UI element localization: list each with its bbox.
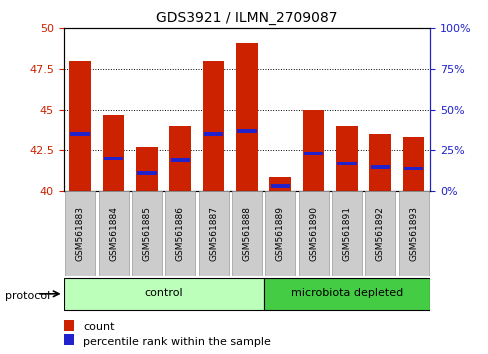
- Bar: [203, 132, 223, 136]
- FancyBboxPatch shape: [63, 278, 263, 310]
- Bar: [70, 132, 90, 136]
- Bar: [236, 43, 257, 191]
- Bar: [170, 159, 190, 162]
- Bar: [303, 152, 323, 155]
- Text: GSM561885: GSM561885: [142, 206, 151, 261]
- Bar: [136, 147, 158, 191]
- Bar: [103, 157, 123, 160]
- FancyBboxPatch shape: [99, 191, 128, 276]
- FancyBboxPatch shape: [165, 191, 195, 276]
- Bar: [335, 126, 357, 191]
- Bar: [69, 61, 91, 191]
- Bar: [403, 167, 423, 170]
- FancyBboxPatch shape: [298, 191, 328, 276]
- Text: percentile rank within the sample: percentile rank within the sample: [83, 337, 270, 347]
- FancyBboxPatch shape: [132, 191, 162, 276]
- Text: GSM561883: GSM561883: [76, 206, 84, 261]
- Bar: [270, 184, 289, 188]
- Text: count: count: [83, 322, 114, 332]
- Bar: [137, 171, 156, 175]
- FancyBboxPatch shape: [231, 191, 262, 276]
- Bar: [102, 115, 124, 191]
- Text: GSM561890: GSM561890: [308, 206, 318, 261]
- Text: GSM561891: GSM561891: [342, 206, 351, 261]
- Bar: [302, 110, 324, 191]
- FancyBboxPatch shape: [65, 191, 95, 276]
- Text: GSM561886: GSM561886: [175, 206, 184, 261]
- Text: protocol: protocol: [5, 291, 50, 301]
- Text: GSM561893: GSM561893: [408, 206, 417, 261]
- FancyBboxPatch shape: [365, 191, 394, 276]
- Title: GDS3921 / ILMN_2709087: GDS3921 / ILMN_2709087: [156, 11, 337, 24]
- FancyBboxPatch shape: [398, 191, 428, 276]
- Bar: [402, 137, 424, 191]
- Bar: [369, 134, 390, 191]
- Text: GSM561889: GSM561889: [275, 206, 284, 261]
- Text: GSM561888: GSM561888: [242, 206, 251, 261]
- Text: GSM561887: GSM561887: [209, 206, 218, 261]
- FancyBboxPatch shape: [264, 191, 295, 276]
- FancyBboxPatch shape: [263, 278, 429, 310]
- FancyBboxPatch shape: [198, 191, 228, 276]
- Text: control: control: [144, 288, 183, 298]
- FancyBboxPatch shape: [331, 191, 361, 276]
- Bar: [370, 165, 389, 169]
- Bar: [269, 177, 290, 191]
- Bar: [237, 129, 256, 133]
- Text: microbiota depleted: microbiota depleted: [290, 288, 402, 298]
- Text: GSM561884: GSM561884: [109, 206, 118, 261]
- Bar: [203, 61, 224, 191]
- Bar: [169, 126, 191, 191]
- Text: GSM561892: GSM561892: [375, 206, 384, 261]
- Bar: [337, 162, 356, 165]
